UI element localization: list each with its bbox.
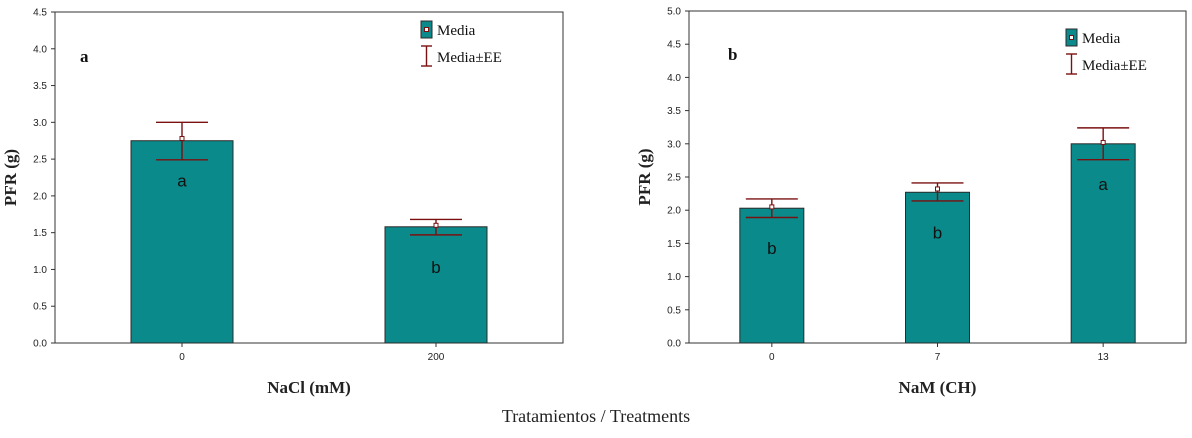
bar (905, 191, 970, 344)
significance-letter: b (767, 239, 776, 258)
y-tick-label: 3.0 (667, 139, 681, 150)
panel-label: b (728, 45, 737, 64)
legend-error-label: Media±EE (437, 50, 502, 66)
chart-panel-b: 0.0 0.5 1.0 1.5 2.0 2.5 3.0 3.5 4.0 4.5 5.0 b 0 b 7 a 13… (635, 7, 1187, 397)
bar (739, 207, 805, 344)
y-tick-label: 1.5 (33, 228, 47, 239)
mean-marker (769, 204, 775, 210)
significance-letter: a (1098, 175, 1108, 194)
y-tick-label: 0.5 (667, 305, 681, 316)
legend-mean-marker (1069, 35, 1074, 40)
y-tick-label: 2.5 (667, 173, 681, 184)
y-tick-label: 1.5 (667, 239, 681, 250)
legend-mean-label: Media (1082, 31, 1121, 47)
y-tick-label: 4.5 (667, 40, 681, 51)
mean-marker (935, 186, 940, 192)
y-tick-label: 3.5 (33, 81, 47, 92)
y-tick-label: 1.0 (667, 272, 681, 283)
y-tick-label: 3.5 (667, 106, 681, 117)
legend-mean-marker (424, 27, 429, 32)
y-tick-label: 4.0 (33, 44, 47, 55)
significance-letter: b (431, 258, 440, 277)
x-axis-title: NaCl (mM) (267, 378, 351, 397)
x-tick-label: 13 (1098, 352, 1110, 363)
y-tick-label: 0.0 (33, 339, 47, 350)
y-tick-label: 5.0 (667, 7, 681, 18)
chart-panel-a: 0.0 0.5 1.0 1.5 2.0 2.5 3.0 3.5 4.0 4.5 a 0 b 200 a Med… (1, 8, 564, 397)
y-tick-label: 4.5 (33, 8, 47, 19)
y-tick-label: 2.5 (33, 155, 47, 166)
bar (130, 140, 234, 344)
mean-marker (1100, 139, 1106, 145)
footer-caption: Tratamientos / Treatments (501, 406, 691, 426)
y-axis-title: PFR (g) (1, 149, 20, 206)
mean-marker (179, 136, 185, 142)
x-tick-label: 200 (428, 352, 445, 363)
y-tick-label: 0.5 (33, 302, 47, 313)
plot-frame (54, 11, 564, 344)
y-tick-label: 3.0 (33, 118, 47, 129)
significance-letter: b (933, 223, 942, 242)
y-tick-label: 2.0 (667, 206, 681, 217)
legend-error-label: Media±EE (1082, 58, 1147, 74)
x-tick-label: 7 (935, 352, 941, 363)
x-tick-label: 0 (179, 352, 185, 363)
y-tick-label: 1.0 (33, 265, 47, 276)
legend-mean-label: Media (437, 23, 476, 39)
y-axis-title: PFR (g) (635, 148, 654, 205)
panel-label: a (80, 47, 89, 66)
mean-marker (433, 222, 439, 228)
y-tick-label: 0.0 (667, 339, 681, 350)
y-tick-label: 4.0 (667, 73, 681, 84)
x-tick-label: 0 (769, 352, 775, 363)
bar (1070, 143, 1136, 344)
y-tick-label: 2.0 (33, 191, 47, 202)
significance-letter: a (177, 172, 187, 191)
x-axis-title: NaM (CH) (899, 378, 977, 397)
bar (384, 226, 488, 344)
